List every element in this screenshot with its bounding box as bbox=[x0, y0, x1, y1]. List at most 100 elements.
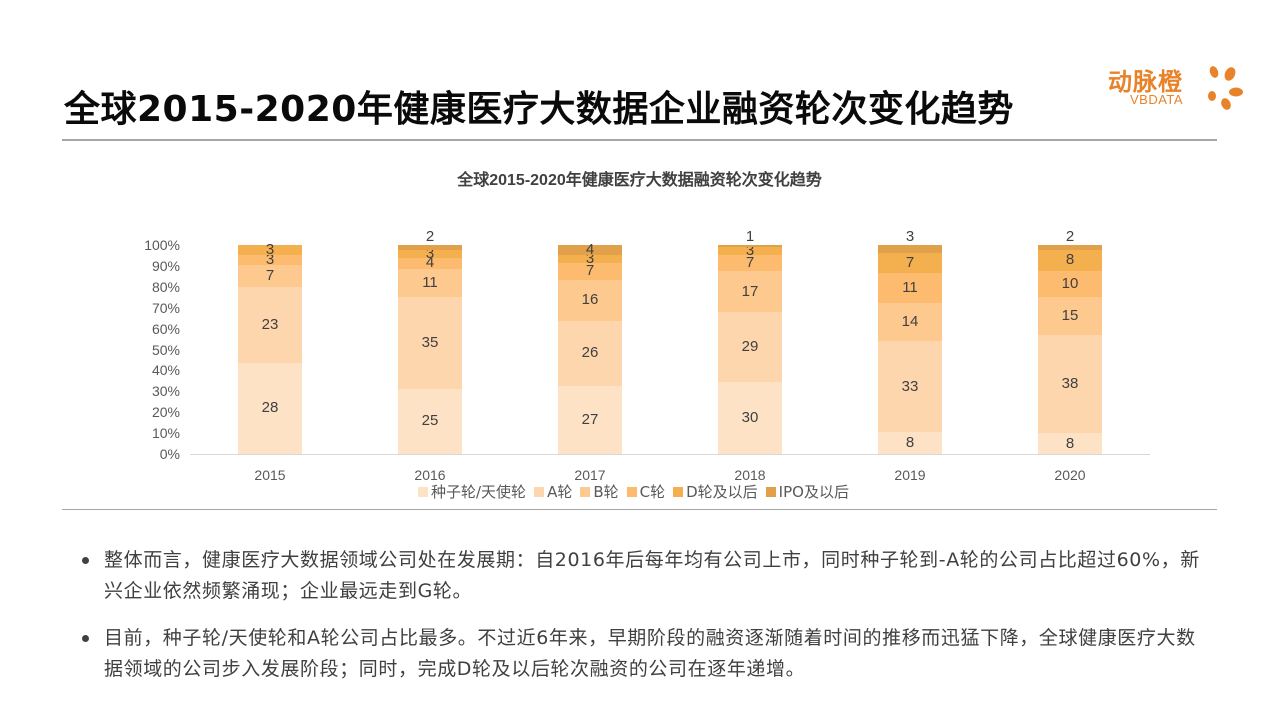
y-tick-label: 0% bbox=[159, 446, 180, 462]
bar-segment bbox=[878, 245, 942, 254]
legend-swatch-icon bbox=[534, 486, 545, 497]
data-label: 28 bbox=[261, 399, 279, 417]
bullet-item: 整体而言，健康医疗大数据领域公司处在发展期：自2016年后每年均有公司上市，同时… bbox=[80, 545, 1210, 607]
y-tick-label: 30% bbox=[151, 383, 180, 400]
legend-item: D轮及以后 bbox=[673, 481, 758, 502]
bar-segment bbox=[878, 432, 942, 454]
data-label: 3 bbox=[265, 240, 275, 258]
data-label: 7 bbox=[745, 254, 755, 272]
bullet-text: 整体而言，健康医疗大数据领域公司处在发展期：自2016年后每年均有公司上市，同时… bbox=[104, 549, 1200, 602]
legend-item: 种子轮/天使轮 bbox=[418, 481, 526, 502]
data-label: 7 bbox=[265, 267, 275, 285]
data-label: 3 bbox=[265, 250, 275, 268]
bar-segment bbox=[238, 287, 302, 363]
bullet-text: 目前，种子轮/天使轮和A轮公司占比最多。不过近6年来，早期阶段的融资逐渐随着时间… bbox=[104, 627, 1196, 680]
legend-label: 种子轮/天使轮 bbox=[431, 483, 527, 501]
bar-segment bbox=[718, 381, 782, 454]
bar-segment bbox=[878, 341, 942, 432]
y-tick-label: 100% bbox=[144, 237, 180, 253]
data-label: 26 bbox=[581, 344, 599, 362]
bar-segment bbox=[238, 245, 302, 255]
x-tick-label: 2019 bbox=[894, 467, 926, 483]
bar-segment bbox=[238, 264, 302, 288]
legend-label: D轮及以后 bbox=[686, 483, 758, 501]
logo-text-en: VBDATA bbox=[1130, 92, 1184, 107]
bar-segment bbox=[398, 245, 462, 251]
logo: 动脉橙 VBDATA bbox=[1108, 62, 1248, 112]
data-label: 3 bbox=[585, 249, 595, 267]
data-label: 38 bbox=[1061, 375, 1079, 393]
legend-label: C轮 bbox=[639, 483, 666, 501]
legend-item: IPO及以后 bbox=[765, 481, 849, 502]
data-label: 2 bbox=[425, 228, 435, 245]
data-label: 33 bbox=[901, 377, 919, 395]
data-label: 17 bbox=[741, 282, 759, 300]
bar-2019: 8 33 14 11 7 3 bbox=[878, 229, 942, 454]
data-label: 25 bbox=[421, 412, 439, 430]
bar-segment bbox=[1038, 250, 1102, 271]
data-label: 29 bbox=[741, 338, 759, 356]
legend-item: C轮 bbox=[626, 481, 666, 502]
data-label: 3 bbox=[425, 245, 435, 263]
y-tick-label: 20% bbox=[151, 404, 180, 421]
bar-segment bbox=[558, 262, 622, 281]
legend-swatch-icon bbox=[673, 486, 684, 497]
bar-segment bbox=[1038, 245, 1102, 251]
bar-segment bbox=[558, 280, 622, 321]
bullet-item: 目前，种子轮/天使轮和A轮公司占比最多。不过近6年来，早期阶段的融资逐渐随着时间… bbox=[80, 623, 1210, 685]
x-tick-label: 2020 bbox=[1054, 467, 1086, 483]
data-label: 8 bbox=[1065, 434, 1075, 452]
data-label: 16 bbox=[581, 291, 599, 309]
data-label: 8 bbox=[1065, 251, 1075, 269]
legend-swatch-icon bbox=[418, 486, 428, 497]
data-label: 8 bbox=[905, 434, 915, 451]
legend-label: IPO及以后 bbox=[778, 483, 849, 501]
y-tick-label: 10% bbox=[151, 425, 180, 442]
data-label: 27 bbox=[581, 411, 599, 429]
data-label: 1 bbox=[745, 228, 755, 245]
bar-segment bbox=[398, 268, 462, 298]
bar-segment bbox=[398, 388, 462, 454]
bar-segment bbox=[1038, 270, 1102, 297]
bar-segment bbox=[1038, 433, 1102, 454]
data-label: 10 bbox=[1061, 274, 1079, 292]
y-tick-label: 60% bbox=[151, 320, 180, 337]
bar-segment bbox=[558, 386, 622, 454]
data-label: 7 bbox=[585, 262, 595, 280]
x-axis-line bbox=[190, 454, 1150, 455]
data-label: 3 bbox=[745, 242, 755, 260]
y-tick-label: 70% bbox=[151, 299, 180, 316]
bar-segment bbox=[718, 245, 782, 248]
y-tick-label: 40% bbox=[151, 362, 180, 379]
y-tick-label: 50% bbox=[151, 341, 180, 358]
data-label: 2 bbox=[1065, 228, 1075, 245]
bullet-dot-icon bbox=[82, 557, 89, 564]
bar-segment bbox=[718, 254, 782, 272]
plot-area: 28 23 7 3 3 25 35 11 4 3 2 27 26 16 7 3 4 30 29 17 7 3 1 8 33 14 1… bbox=[190, 229, 1150, 454]
data-label: 15 bbox=[1061, 306, 1079, 324]
x-tick-label: 2017 bbox=[574, 467, 606, 483]
logo-text-cn: 动脉橙 bbox=[1108, 68, 1183, 96]
bar-segment bbox=[558, 320, 622, 387]
bar-segment bbox=[398, 250, 462, 259]
data-label: 3 bbox=[905, 228, 915, 245]
bar-segment bbox=[878, 253, 942, 273]
bar-segment bbox=[878, 272, 942, 303]
legend-label: B轮 bbox=[593, 483, 619, 501]
bar-2015: 28 23 7 3 3 bbox=[238, 240, 302, 454]
legend-swatch-icon bbox=[626, 486, 637, 497]
chart-divider bbox=[62, 509, 1217, 510]
header-divider bbox=[62, 139, 1217, 141]
bar-2017: 27 26 16 7 3 4 bbox=[558, 242, 622, 454]
y-tick-label: 90% bbox=[151, 257, 180, 274]
data-label: 7 bbox=[905, 253, 915, 271]
x-tick-label: 2016 bbox=[414, 467, 446, 483]
data-label: 11 bbox=[902, 278, 918, 296]
chart-legend: 种子轮/天使轮 A轮 B轮 C轮 D轮及以后 IPO及以后 bbox=[418, 481, 857, 502]
legend-swatch-icon bbox=[580, 486, 591, 497]
orange-burst-logo-icon bbox=[1208, 66, 1243, 110]
bar-segment bbox=[1038, 335, 1102, 434]
data-label: 23 bbox=[261, 316, 279, 334]
bar-segment bbox=[398, 297, 462, 389]
data-label: 14 bbox=[901, 313, 919, 330]
